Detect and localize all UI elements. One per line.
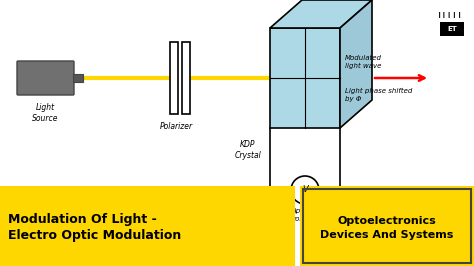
Text: Optoelectronics
Devices And Systems: Optoelectronics Devices And Systems	[320, 217, 454, 240]
Text: Modulation Of Light -
Electro Optic Modulation: Modulation Of Light - Electro Optic Modu…	[8, 214, 181, 243]
Polygon shape	[270, 0, 372, 28]
Text: ❙❙❙❙❙: ❙❙❙❙❙	[437, 12, 463, 18]
Polygon shape	[340, 0, 372, 128]
Bar	[73, 74, 83, 82]
Bar	[440, 22, 464, 36]
Text: V: V	[302, 185, 308, 194]
Bar	[300, 186, 474, 266]
FancyBboxPatch shape	[17, 61, 74, 95]
Text: KDP
Crystal: KDP Crystal	[235, 140, 261, 160]
Text: Light phase shifted
by Φ: Light phase shifted by Φ	[345, 88, 412, 102]
Bar	[170, 42, 178, 114]
Text: Light
Source: Light Source	[32, 103, 58, 123]
Text: ET: ET	[447, 26, 457, 32]
Bar	[303, 189, 471, 263]
Text: Modulated
light wave: Modulated light wave	[345, 55, 382, 69]
Bar	[182, 42, 190, 114]
Circle shape	[291, 176, 319, 204]
Bar	[0, 186, 295, 266]
Text: Applied
voltage: Applied voltage	[292, 208, 318, 222]
Bar	[270, 28, 340, 128]
Text: Polarizer: Polarizer	[159, 122, 192, 131]
